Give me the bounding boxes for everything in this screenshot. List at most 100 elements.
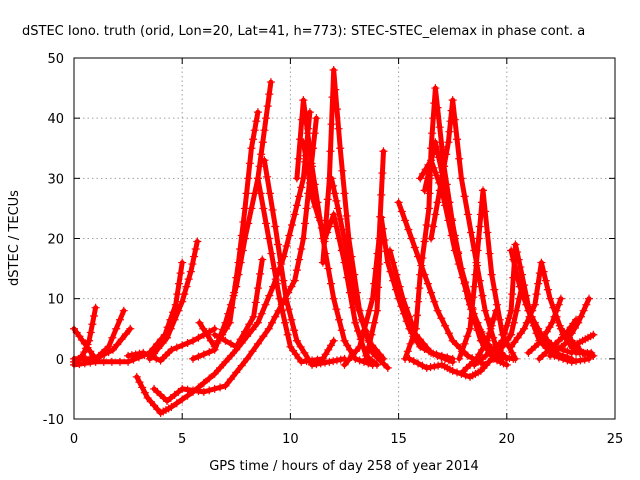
- data-point-marker: [326, 341, 335, 350]
- data-point-marker: [537, 258, 546, 267]
- data-point-marker: [574, 318, 583, 327]
- data-point-marker: [178, 341, 187, 350]
- data-point-marker: [405, 354, 414, 363]
- data-point-marker: [332, 356, 341, 365]
- y-tick-label: 40: [47, 112, 64, 127]
- data-point-marker: [517, 282, 526, 291]
- data-point-marker: [325, 357, 334, 366]
- data-point-marker: [556, 294, 565, 303]
- data-point-marker: [478, 186, 487, 195]
- data-point-marker: [210, 369, 219, 378]
- data-point-marker: [321, 350, 330, 359]
- data-point-marker: [561, 339, 570, 348]
- data-point-marker: [108, 345, 117, 354]
- data-point-marker: [318, 258, 327, 267]
- data-point-marker: [401, 216, 410, 225]
- data-point-marker: [487, 270, 496, 279]
- data-point-marker: [428, 129, 437, 138]
- data-point-marker: [420, 186, 429, 195]
- data-point-marker: [340, 236, 349, 245]
- data-point-marker: [432, 350, 441, 359]
- data-series: [546, 294, 594, 360]
- data-point-marker: [253, 284, 262, 293]
- data-point-marker: [493, 300, 502, 309]
- data-point-marker: [253, 108, 262, 117]
- data-point-marker: [529, 321, 538, 330]
- data-point-marker: [454, 248, 463, 257]
- data-point-marker: [394, 198, 403, 207]
- data-point-marker: [311, 202, 320, 211]
- data-series: [195, 108, 262, 351]
- data-series: [567, 330, 598, 351]
- data-point-marker: [270, 264, 279, 273]
- data-point-marker: [264, 234, 273, 243]
- data-point-marker: [172, 399, 181, 408]
- data-point-marker: [227, 303, 236, 312]
- data-point-marker: [338, 225, 347, 234]
- data-point-marker: [263, 172, 272, 181]
- data-point-marker: [485, 329, 494, 338]
- data-point-marker: [407, 234, 416, 243]
- data-point-marker: [256, 189, 265, 198]
- data-point-marker: [377, 213, 386, 222]
- data-point-marker: [519, 288, 528, 297]
- data-point-marker: [115, 315, 124, 324]
- data-point-marker: [510, 338, 519, 347]
- data-point-marker: [550, 312, 559, 321]
- data-point-marker: [199, 387, 208, 396]
- data-point-marker: [276, 258, 285, 267]
- data-point-marker: [469, 293, 478, 302]
- data-point-marker: [355, 342, 364, 351]
- data-series: [124, 324, 219, 365]
- data-point-marker: [418, 361, 427, 370]
- data-point-marker: [340, 189, 349, 198]
- data-point-marker: [422, 220, 431, 229]
- data-point-marker: [237, 361, 246, 370]
- data-point-marker: [323, 195, 332, 204]
- data-point-marker: [521, 294, 530, 303]
- data-point-marker: [163, 333, 172, 342]
- data-point-marker: [362, 318, 371, 327]
- data-point-marker: [75, 360, 84, 369]
- data-point-marker: [532, 290, 541, 299]
- data-point-marker: [342, 246, 351, 255]
- data-point-marker: [324, 264, 333, 273]
- data-point-marker: [460, 339, 469, 348]
- data-point-marker: [85, 336, 94, 345]
- data-point-marker: [455, 154, 464, 163]
- data-point-marker: [170, 315, 179, 324]
- data-point-marker: [248, 347, 257, 356]
- data-point-marker: [314, 213, 323, 222]
- data-point-marker: [216, 383, 225, 392]
- data-point-marker: [91, 357, 100, 366]
- data-point-marker: [299, 138, 308, 147]
- data-point-marker: [429, 222, 438, 231]
- data-point-marker: [344, 258, 353, 267]
- data-point-marker: [216, 333, 225, 342]
- data-point-marker: [415, 284, 424, 293]
- data-point-marker: [512, 306, 521, 315]
- data-point-marker: [508, 290, 517, 299]
- data-point-marker: [379, 147, 388, 156]
- data-point-marker: [321, 358, 330, 367]
- data-point-marker: [513, 333, 522, 342]
- data-point-marker: [570, 323, 579, 332]
- data-point-marker: [297, 357, 306, 366]
- data-point-marker: [100, 350, 109, 359]
- data-point-marker: [511, 354, 520, 363]
- data-point-marker: [226, 351, 235, 360]
- data-point-marker: [432, 171, 441, 180]
- data-point-marker: [310, 129, 319, 138]
- data-point-marker: [80, 348, 89, 357]
- data-point-marker: [423, 344, 432, 353]
- data-point-marker: [472, 258, 481, 267]
- data-point-marker: [176, 269, 185, 278]
- x-tick-label: 20: [499, 432, 516, 447]
- data-point-marker: [242, 189, 251, 198]
- data-point-marker: [90, 311, 99, 320]
- data-point-marker: [516, 329, 525, 338]
- data-point-marker: [471, 270, 480, 279]
- data-point-marker: [180, 290, 189, 299]
- data-point-marker: [491, 351, 500, 360]
- data-point-marker: [563, 356, 572, 365]
